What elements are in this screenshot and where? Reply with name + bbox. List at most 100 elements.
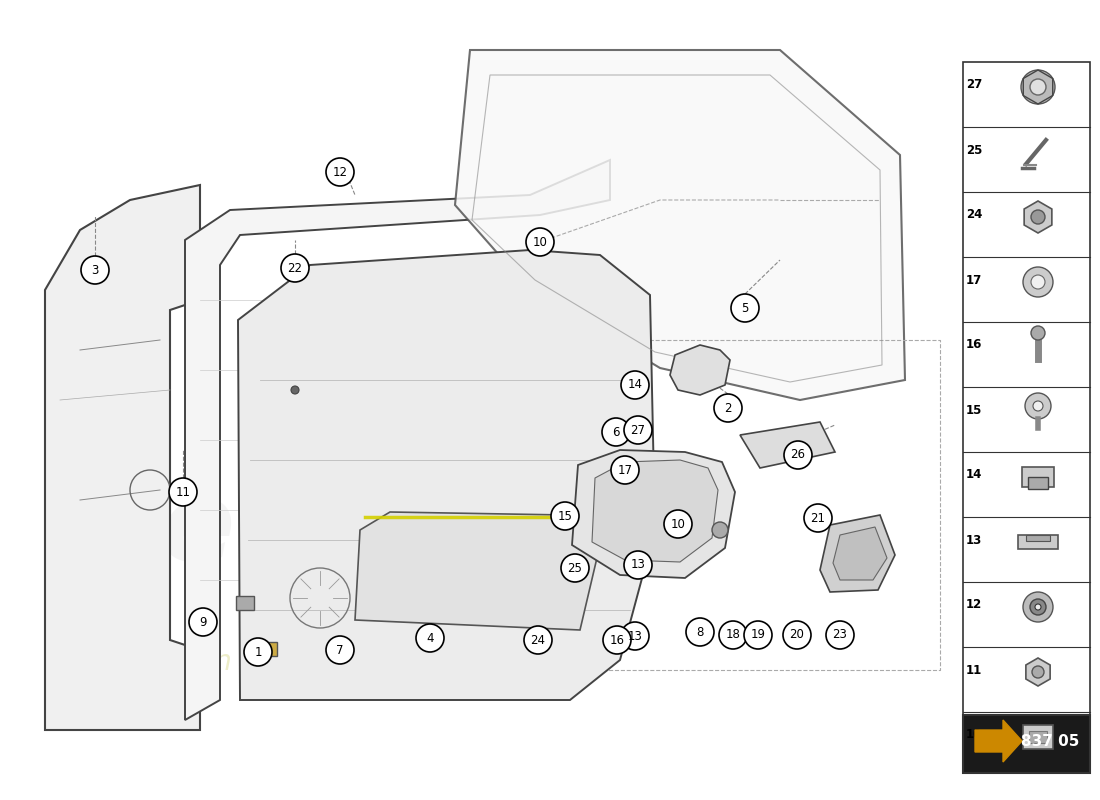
- Text: 17: 17: [617, 463, 632, 477]
- Circle shape: [1033, 401, 1043, 411]
- Polygon shape: [238, 250, 654, 700]
- Text: 14: 14: [966, 469, 982, 482]
- Polygon shape: [1026, 658, 1050, 686]
- Polygon shape: [833, 527, 887, 580]
- Circle shape: [1030, 599, 1046, 615]
- Circle shape: [826, 621, 854, 649]
- Text: 18: 18: [726, 629, 740, 642]
- Text: 24: 24: [530, 634, 546, 646]
- Text: 9: 9: [199, 615, 207, 629]
- Bar: [236, 596, 254, 610]
- Circle shape: [1023, 592, 1053, 622]
- Bar: [962, 715, 1090, 773]
- Circle shape: [1023, 267, 1053, 297]
- Circle shape: [783, 621, 811, 649]
- Polygon shape: [820, 515, 895, 592]
- Circle shape: [621, 622, 649, 650]
- Text: 27: 27: [966, 78, 982, 91]
- Circle shape: [621, 371, 649, 399]
- Text: 11: 11: [966, 663, 982, 677]
- Circle shape: [1031, 210, 1045, 224]
- Text: 5: 5: [741, 302, 749, 314]
- Text: 6: 6: [613, 426, 619, 438]
- Bar: [1023, 725, 1053, 749]
- Circle shape: [624, 551, 652, 579]
- Circle shape: [524, 626, 552, 654]
- Circle shape: [1021, 70, 1055, 104]
- Polygon shape: [45, 185, 200, 730]
- Text: 25: 25: [568, 562, 582, 574]
- Text: 22: 22: [287, 262, 303, 274]
- Text: a passion for parts since 1985: a passion for parts since 1985: [100, 648, 519, 676]
- Text: 19: 19: [750, 629, 766, 642]
- Circle shape: [1031, 326, 1045, 340]
- Circle shape: [714, 394, 742, 422]
- Polygon shape: [572, 450, 735, 578]
- Circle shape: [561, 554, 588, 582]
- Circle shape: [744, 621, 772, 649]
- Circle shape: [784, 441, 812, 469]
- Text: 13: 13: [628, 630, 642, 642]
- Polygon shape: [592, 460, 718, 562]
- Circle shape: [1025, 393, 1050, 419]
- Polygon shape: [185, 160, 610, 720]
- Text: europ: europ: [160, 476, 525, 583]
- Text: 10: 10: [966, 729, 982, 742]
- Text: 26: 26: [791, 449, 805, 462]
- Bar: [1018, 535, 1058, 549]
- Text: 21: 21: [811, 511, 825, 525]
- Text: 15: 15: [966, 403, 982, 417]
- Circle shape: [189, 608, 217, 636]
- Circle shape: [804, 504, 832, 532]
- Circle shape: [326, 158, 354, 186]
- Bar: [1026, 535, 1050, 541]
- Circle shape: [732, 294, 759, 322]
- Circle shape: [1035, 604, 1041, 610]
- Circle shape: [526, 228, 554, 256]
- Circle shape: [1031, 275, 1045, 289]
- Text: 13: 13: [966, 534, 982, 546]
- Text: 3: 3: [91, 263, 99, 277]
- Circle shape: [551, 502, 579, 530]
- Circle shape: [610, 456, 639, 484]
- Polygon shape: [670, 345, 730, 395]
- Text: 7: 7: [337, 643, 343, 657]
- Circle shape: [81, 256, 109, 284]
- Circle shape: [244, 638, 272, 666]
- Circle shape: [326, 636, 354, 664]
- Text: 11: 11: [176, 486, 190, 498]
- Text: 13: 13: [630, 558, 646, 571]
- Polygon shape: [355, 512, 600, 630]
- Text: 17: 17: [966, 274, 982, 286]
- Text: 837 05: 837 05: [1021, 734, 1079, 749]
- Circle shape: [712, 522, 728, 538]
- Polygon shape: [975, 720, 1022, 762]
- Text: 2: 2: [724, 402, 732, 414]
- Text: 20: 20: [790, 629, 804, 642]
- Circle shape: [603, 626, 631, 654]
- Text: 15: 15: [558, 510, 572, 522]
- Polygon shape: [455, 50, 905, 400]
- Circle shape: [624, 416, 652, 444]
- Polygon shape: [740, 422, 835, 468]
- Text: 14: 14: [627, 378, 642, 391]
- Text: 27: 27: [630, 423, 646, 437]
- Polygon shape: [1024, 201, 1052, 233]
- Text: 1: 1: [254, 646, 262, 658]
- Text: 16: 16: [966, 338, 982, 351]
- Text: 12: 12: [966, 598, 982, 611]
- Circle shape: [602, 418, 630, 446]
- Text: 8: 8: [696, 626, 704, 638]
- Circle shape: [719, 621, 747, 649]
- Text: 10: 10: [532, 235, 548, 249]
- Circle shape: [1032, 666, 1044, 678]
- Circle shape: [664, 510, 692, 538]
- Text: 25: 25: [966, 143, 982, 157]
- Bar: [962, 62, 1090, 758]
- Text: 24: 24: [966, 209, 982, 222]
- Bar: [255, 642, 277, 656]
- Text: 10: 10: [671, 518, 685, 530]
- Bar: [1028, 477, 1048, 489]
- Bar: [1022, 467, 1054, 487]
- Text: 4: 4: [427, 631, 433, 645]
